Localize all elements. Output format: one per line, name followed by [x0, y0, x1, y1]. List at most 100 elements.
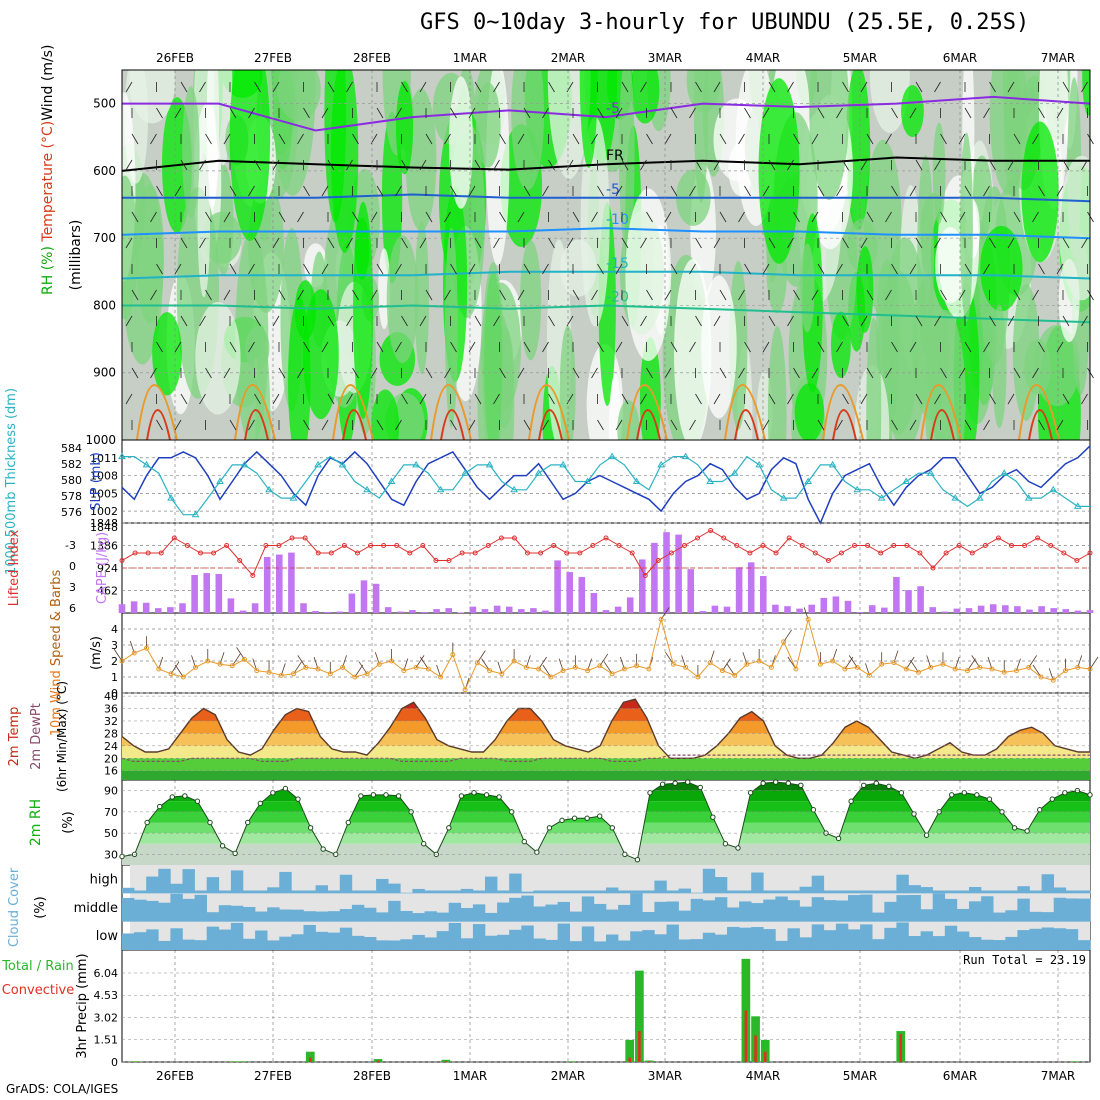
temp-band	[122, 758, 1090, 771]
cloud-bar	[388, 900, 401, 922]
wind-speed-point	[989, 666, 995, 672]
cloud-bar	[1041, 874, 1054, 894]
cape-bar	[820, 597, 828, 613]
wind-barb	[223, 211, 231, 223]
precip-total-bar	[228, 1061, 238, 1062]
cloud-bar	[799, 886, 812, 894]
run-total-label: Run Total = 23.19	[963, 953, 1086, 967]
svg-text:2m DewPt: 2m DewPt	[29, 703, 44, 770]
wind-barb	[787, 159, 794, 171]
wind-speed-point	[499, 671, 505, 677]
wind-barb	[450, 341, 457, 353]
li-point	[211, 550, 217, 556]
cloud-bar	[1053, 887, 1067, 894]
cloud-bar	[424, 911, 437, 922]
cloud-bar	[448, 890, 462, 894]
rh-point	[307, 825, 314, 831]
cloud-bar	[1053, 928, 1067, 950]
rh-patch	[244, 326, 270, 370]
wind-barb	[719, 211, 727, 223]
rh-point	[282, 785, 289, 792]
rh-patch	[866, 317, 882, 440]
wind-barb	[909, 107, 917, 119]
wind-barb	[248, 185, 255, 197]
wind-speed-point	[131, 650, 137, 656]
cape-bar	[518, 609, 525, 613]
cloud-bar	[666, 901, 679, 922]
cape-bar	[953, 608, 961, 613]
rh-point	[609, 825, 615, 831]
isotherm-line	[122, 193, 1091, 203]
wind-barb	[548, 81, 555, 93]
cape-bar	[687, 569, 694, 613]
temp-tick-label: 40	[104, 690, 118, 703]
li-point	[302, 535, 308, 541]
rh-patch	[122, 175, 138, 320]
wind-barb	[180, 237, 188, 249]
wind-barb	[548, 315, 555, 327]
cape-bar	[481, 609, 489, 613]
li-point	[171, 535, 177, 541]
wind-speed-point	[474, 660, 480, 666]
wind-barb	[1056, 419, 1064, 431]
cloud-bar	[1053, 897, 1067, 922]
cloud-bar	[775, 940, 788, 950]
wind-barb	[640, 159, 647, 171]
cloud-bar	[775, 890, 788, 894]
cloud-bar	[593, 890, 607, 894]
rh-point	[496, 794, 502, 800]
wind-speed-point	[438, 674, 444, 680]
li-point	[904, 543, 910, 548]
wind-ylabel: 10m Wind Speed & Barbs	[49, 569, 64, 736]
li-point	[525, 550, 531, 556]
cloud-bar	[848, 890, 861, 894]
wind-speed-point	[291, 671, 297, 677]
cape-bar	[469, 606, 477, 613]
li-point	[708, 528, 714, 533]
wind-barb	[909, 185, 917, 197]
wind-speed-point	[1013, 668, 1019, 674]
cloud-row-label: middle	[74, 901, 118, 916]
slp-ylabel: SLP (mb)	[89, 452, 104, 511]
thickness-point	[240, 460, 249, 468]
wind-barb	[327, 81, 335, 93]
wind-speed-point	[1050, 677, 1056, 683]
rh-band	[122, 833, 1090, 844]
temp-tick-label: 32	[104, 715, 118, 728]
li-point	[1009, 543, 1015, 548]
rh-band	[122, 843, 1090, 865]
wind-barb	[205, 133, 212, 145]
rh-point	[773, 779, 779, 785]
cloud-bar	[956, 931, 970, 950]
cloud-ylabel: Cloud Cover	[7, 867, 22, 947]
precip-conv-bar	[744, 1010, 748, 1062]
li-point	[197, 550, 203, 556]
wind-barb	[468, 185, 476, 197]
wind-speed-point	[793, 666, 799, 672]
wind-barb	[229, 419, 237, 431]
wind-barb	[983, 341, 990, 353]
thickness-point	[706, 477, 715, 484]
wind-barb	[229, 107, 237, 119]
rh-point	[559, 817, 565, 824]
li-point	[1035, 535, 1041, 541]
wind-barb	[738, 133, 745, 145]
cloud-bar	[485, 876, 498, 894]
wind-barb	[425, 211, 433, 223]
svg-text:(%): (%)	[61, 811, 76, 834]
li-point	[459, 550, 465, 556]
wind-barb	[278, 289, 286, 301]
wind-barb	[689, 185, 696, 197]
isotherm-label: -15	[606, 256, 629, 272]
rh-point	[659, 781, 666, 787]
thickness-point	[730, 469, 739, 476]
wind-barb	[548, 393, 555, 405]
rh-point	[358, 793, 364, 799]
wind-barb	[646, 289, 653, 301]
li-point	[237, 558, 243, 563]
cloud-bar	[1029, 928, 1042, 950]
wind-speed-point	[144, 645, 150, 651]
wind-barb	[321, 263, 329, 275]
cloud-bar	[170, 883, 183, 894]
cloud-bar	[884, 890, 897, 894]
